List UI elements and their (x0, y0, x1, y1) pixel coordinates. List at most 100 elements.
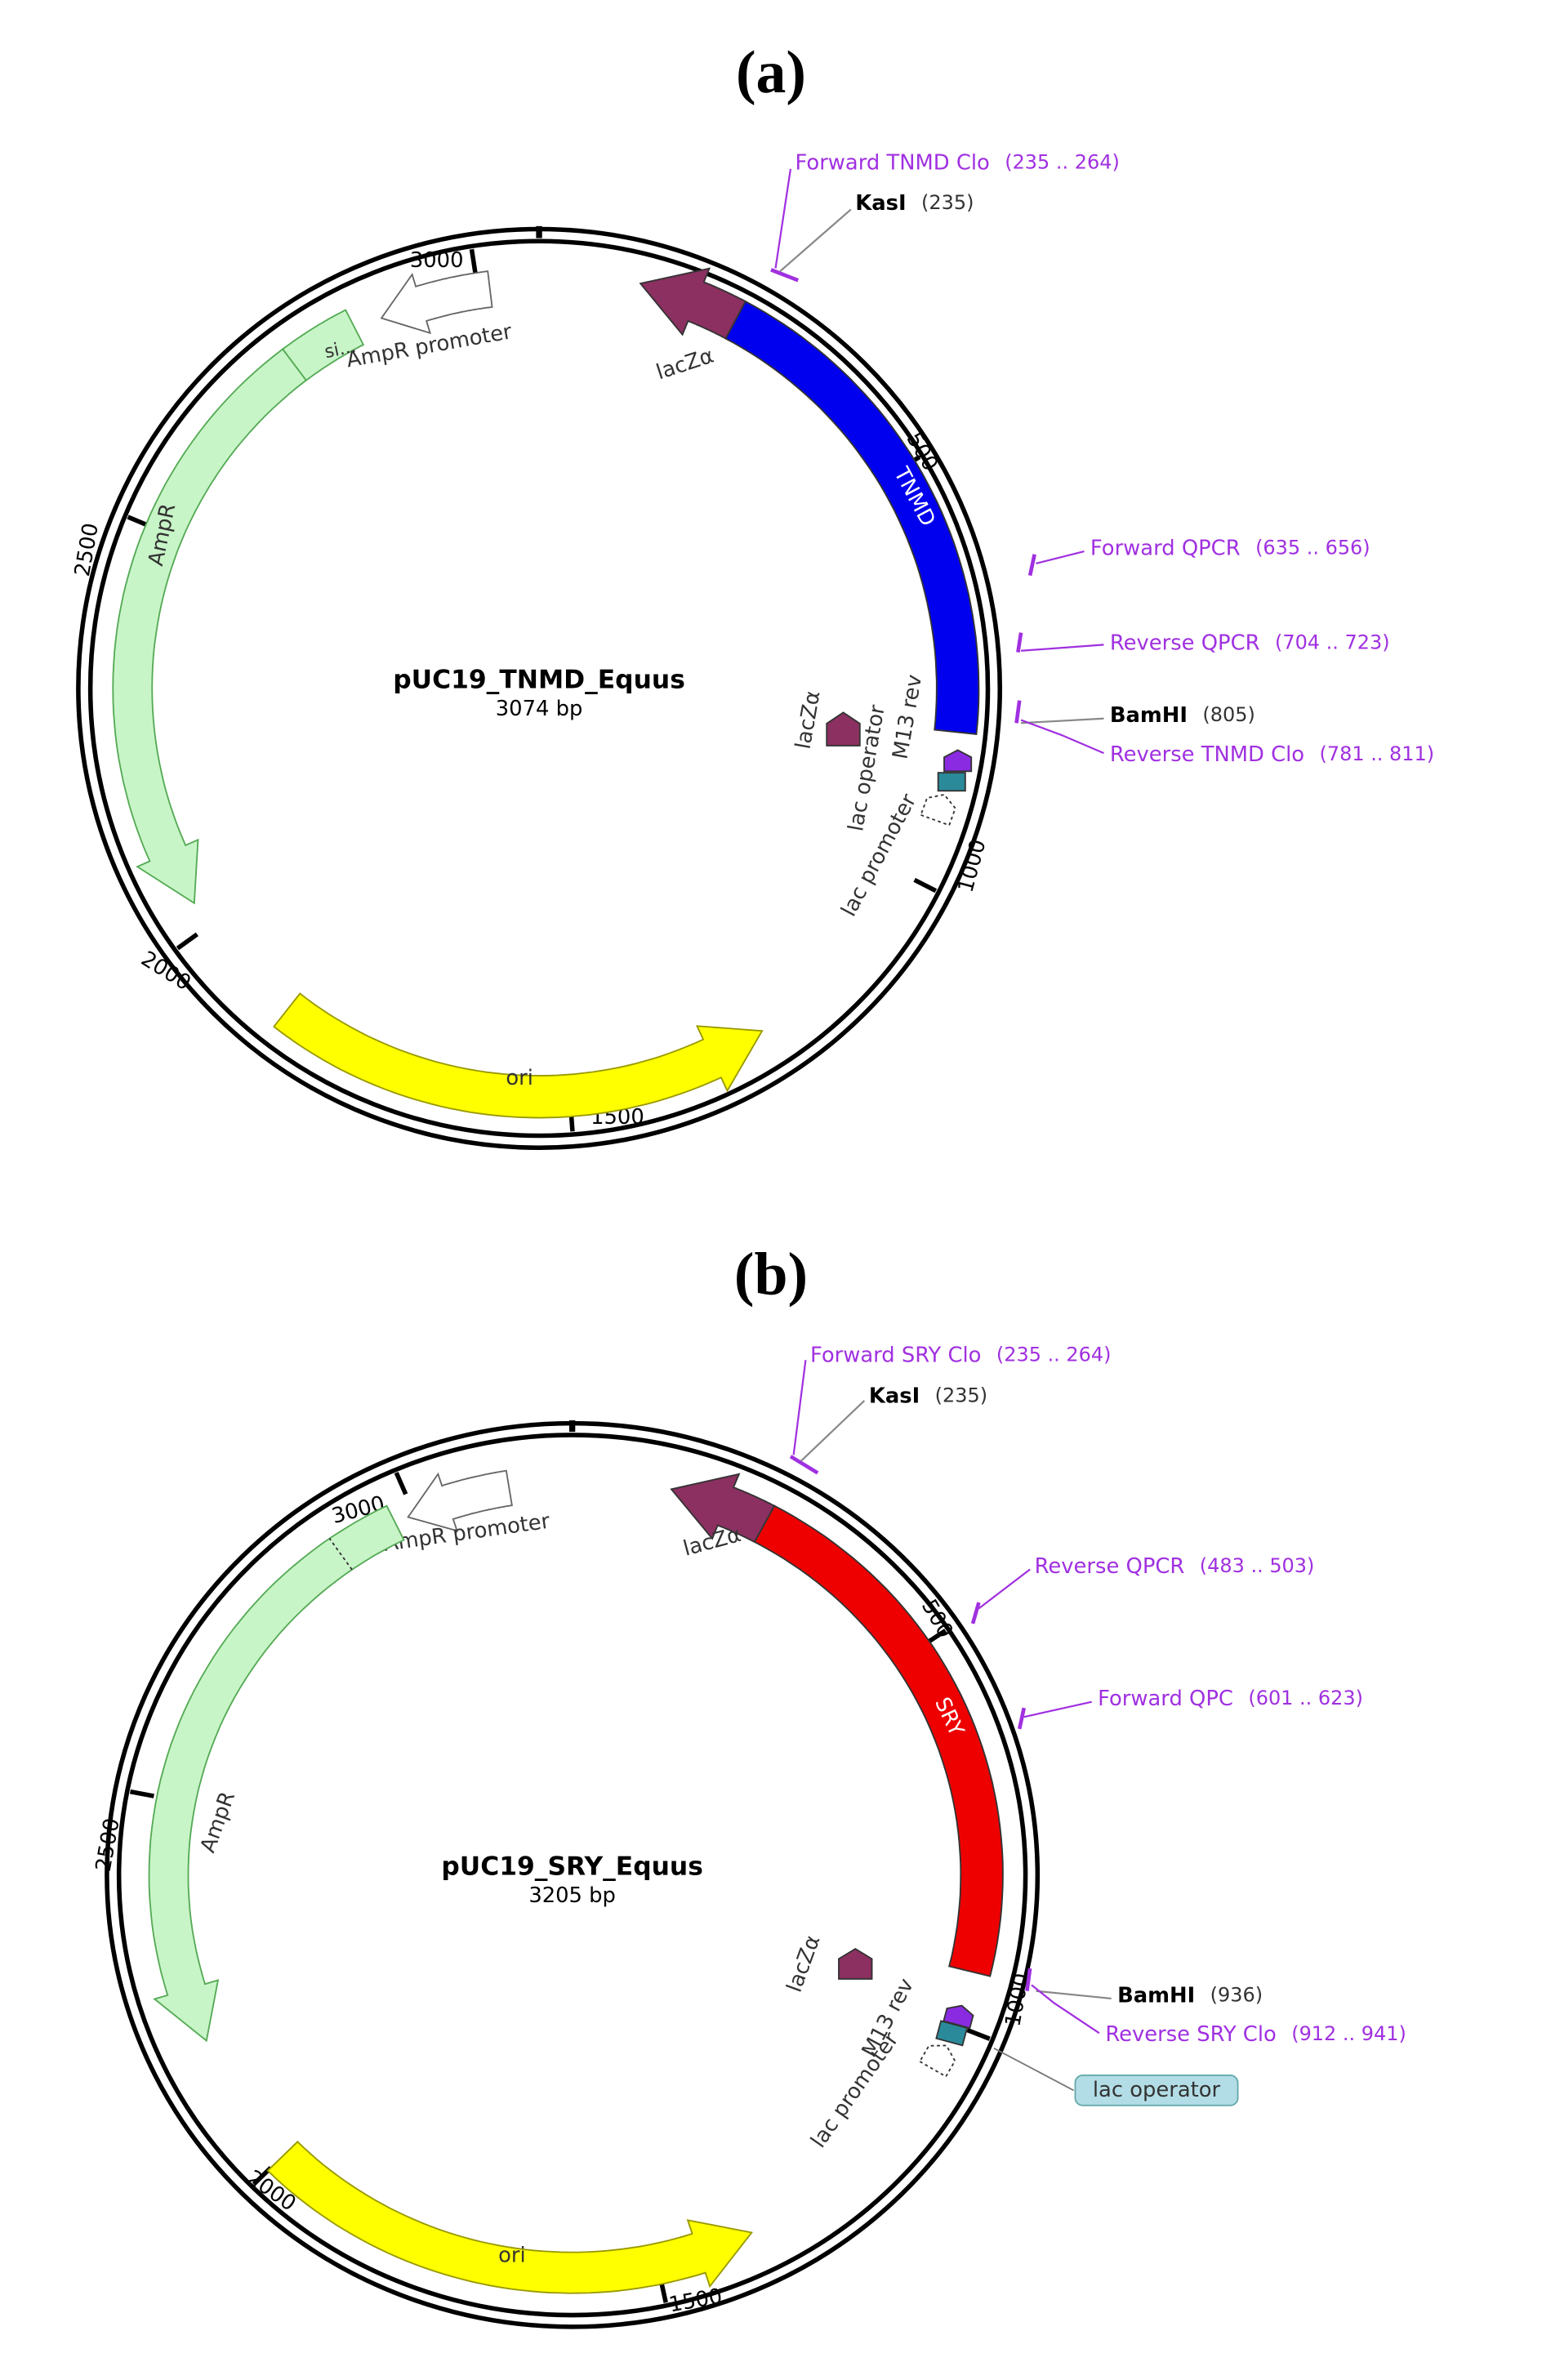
feature-label: lacZα (653, 344, 717, 386)
feature-label: M13 rev (888, 673, 927, 761)
site-mark (1027, 554, 1036, 577)
feature-label: AmpR (196, 1789, 241, 1856)
feature-arrow (148, 1504, 405, 2043)
site-leader (792, 1360, 807, 1455)
site-range: (936) (1210, 1983, 1263, 2006)
site-label: Forward SRY Clo (235 .. 264) (810, 1343, 1112, 1367)
feature-marker (826, 711, 861, 747)
plasmid-name: pUC19_SRY_Equus (441, 1852, 703, 1882)
plasmid-length: 3074 bp (496, 697, 583, 721)
site-leader (1031, 1984, 1100, 2035)
feature-marker (918, 2044, 956, 2078)
scale-tick (913, 877, 938, 894)
site-mark (1025, 1968, 1032, 1992)
feature-marker (838, 1948, 873, 1980)
feature-label: AmpR promoter (345, 319, 514, 372)
feature-label: lac operator (1093, 2078, 1221, 2102)
site-range: (235 .. 264) (996, 1344, 1112, 1366)
feature-arrow (639, 267, 747, 340)
site-range: (704 .. 723) (1275, 631, 1390, 654)
scale-tick-label: 2500 (70, 521, 104, 578)
feature-arrow (724, 300, 980, 735)
site-name: Reverse SRY Clo (1105, 2022, 1276, 2047)
site-name: Reverse QPCR (1110, 631, 1260, 655)
feature-marker (920, 793, 956, 827)
site-name: KasI (869, 1384, 920, 1408)
site-mark (1016, 632, 1023, 653)
feature-arrow (753, 1504, 1004, 1977)
feature-box (935, 2020, 969, 2047)
site-name: Forward SRY Clo (810, 1343, 982, 1367)
site-leader (978, 1568, 1031, 1610)
feature-label: ori (506, 1066, 533, 1090)
site-range: (483 .. 503) (1200, 1554, 1315, 1577)
site-label: Reverse TNMD Clo (781 .. 811) (1110, 742, 1434, 767)
site-name: BamHI (1110, 703, 1188, 728)
site-mark (1017, 1707, 1027, 1730)
feature-label: lacZα (782, 1932, 826, 1995)
feature-label: lac promoter (806, 2028, 903, 2153)
site-range: (635 .. 656) (1255, 536, 1370, 559)
feature-arrow (670, 1473, 776, 1544)
feature-arrow (273, 992, 764, 1119)
site-name: Reverse TNMD Clo (1110, 742, 1304, 767)
site-mark (770, 268, 800, 283)
site-range: (601 .. 623) (1248, 1687, 1363, 1709)
site-label: KasI (235) (869, 1384, 987, 1408)
feature-arrow (407, 1469, 513, 1532)
scale-tick (966, 2027, 991, 2041)
site-name: KasI (855, 191, 906, 216)
site-leader (1020, 719, 1104, 755)
feature-label: AmpR promoter (382, 1509, 552, 1557)
site-name: Forward TNMD Clo (796, 150, 990, 175)
site-range: (235 .. 264) (1005, 150, 1120, 173)
feature-arrow (266, 2140, 754, 2294)
feature-divider (328, 1538, 353, 1571)
site-range: (235) (935, 1384, 987, 1406)
scale-tick-label: 1500 (667, 2284, 724, 2318)
feature-box (937, 772, 966, 792)
site-name: BamHI (1117, 1983, 1195, 2008)
panel-label: (b) (734, 1240, 808, 1307)
feature-label-box (1074, 2075, 1239, 2106)
site-range: (805) (1202, 703, 1255, 726)
panel-label: (a) (736, 38, 806, 105)
feature-label: ori (498, 2244, 526, 2268)
scale-tick (129, 1789, 154, 1798)
scale-tick-label: 2000 (136, 947, 195, 996)
scale-tick (394, 1471, 408, 1495)
site-leader (774, 168, 792, 269)
site-range: (235) (921, 191, 974, 214)
site-leader (800, 1400, 866, 1462)
site-label: KasI (235) (855, 191, 974, 216)
site-label: BamHI (805) (1110, 703, 1255, 728)
feature-marker (943, 749, 973, 773)
site-name: Reverse QPCR (1035, 1553, 1185, 1578)
feature-arrow (380, 270, 493, 335)
scale-tick-label: 3000 (410, 248, 464, 273)
plasmid-length: 3205 bp (528, 1883, 616, 1908)
site-leader (1020, 644, 1104, 652)
backbone-inner (87, 238, 991, 1139)
site-label: BamHI (936) (1117, 1983, 1263, 2008)
site-range: (781 .. 811) (1320, 742, 1435, 765)
site-leader (779, 208, 852, 272)
site-name: Forward QPC (1098, 1687, 1233, 1711)
scale-tick (176, 932, 198, 951)
site-mark (1014, 700, 1022, 724)
site-label: Reverse QPCR (483 .. 503) (1035, 1553, 1315, 1578)
site-name: Forward QPCR (1090, 536, 1241, 560)
site-leader (1036, 550, 1085, 564)
feature-arrow (112, 348, 308, 905)
backbone-inner (116, 1433, 1028, 2318)
scale-tick (469, 248, 478, 274)
site-label: Reverse QPCR (704 .. 723) (1110, 631, 1390, 655)
site-leader (1023, 1700, 1092, 1718)
site-mark (970, 1602, 981, 1625)
site-leader (1036, 1990, 1112, 2000)
feature-label: lacZα (680, 1522, 743, 1562)
